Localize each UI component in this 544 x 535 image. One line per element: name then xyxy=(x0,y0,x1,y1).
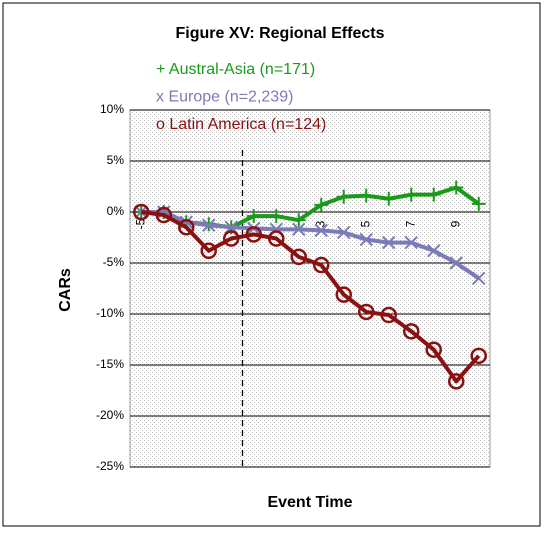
x-tick-label: 7 xyxy=(403,220,417,227)
marker xyxy=(269,209,284,224)
marker xyxy=(202,218,216,232)
marker xyxy=(224,220,238,235)
marker xyxy=(471,196,486,211)
x-axis-title: Event Time xyxy=(267,494,352,511)
marker xyxy=(223,230,240,247)
legend-entry: x Europe (n=2,239) xyxy=(156,89,293,106)
x-tick-label: 5 xyxy=(358,220,372,227)
y-tick-label: 0% xyxy=(107,204,125,218)
y-tick-label: -20% xyxy=(96,408,124,422)
marker xyxy=(245,226,262,243)
marker xyxy=(155,206,172,224)
plot-area xyxy=(129,109,491,468)
y-axis-title: CARs xyxy=(57,268,74,312)
marker xyxy=(337,225,351,240)
marker xyxy=(268,230,285,247)
marker xyxy=(427,244,441,258)
marker xyxy=(449,180,464,195)
marker xyxy=(200,242,217,260)
marker xyxy=(133,203,150,221)
y-tick-label: -5% xyxy=(103,255,125,269)
marker xyxy=(382,235,396,250)
marker xyxy=(314,197,329,212)
marker xyxy=(381,191,396,206)
marker xyxy=(314,223,328,238)
series-line xyxy=(140,210,481,384)
marker xyxy=(336,189,351,204)
marker xyxy=(290,248,307,266)
series-line xyxy=(141,210,480,280)
y-tick-label: -15% xyxy=(96,357,124,371)
x-tick-label: -5 xyxy=(133,218,147,229)
marker xyxy=(404,235,418,250)
legend-entry: + Austral-Asia (n=171) xyxy=(156,61,315,78)
marker xyxy=(359,232,373,247)
marker xyxy=(359,188,374,203)
y-tick-label: -25% xyxy=(96,459,124,473)
marker xyxy=(313,256,330,274)
chart-title: Figure XV: Regional Effects xyxy=(176,25,385,42)
marker xyxy=(404,187,419,202)
y-tick-label: -10% xyxy=(96,306,124,320)
marker xyxy=(426,187,441,202)
marker xyxy=(470,347,487,365)
marker xyxy=(246,209,261,224)
marker xyxy=(425,341,442,358)
y-tick-label: 10% xyxy=(100,102,124,116)
marker xyxy=(292,222,306,237)
marker xyxy=(403,323,420,340)
marker xyxy=(335,286,352,303)
x-tick-label: 3 xyxy=(313,220,327,227)
marker xyxy=(358,303,375,321)
marker xyxy=(291,213,306,228)
marker xyxy=(472,271,486,286)
marker xyxy=(178,219,195,236)
marker xyxy=(448,373,465,390)
y-tick-label: 5% xyxy=(107,153,125,167)
x-tick-label: 9 xyxy=(448,220,462,227)
marker xyxy=(449,256,463,270)
marker xyxy=(380,306,397,324)
legend-entry: o Latin America (n=124) xyxy=(156,116,326,133)
